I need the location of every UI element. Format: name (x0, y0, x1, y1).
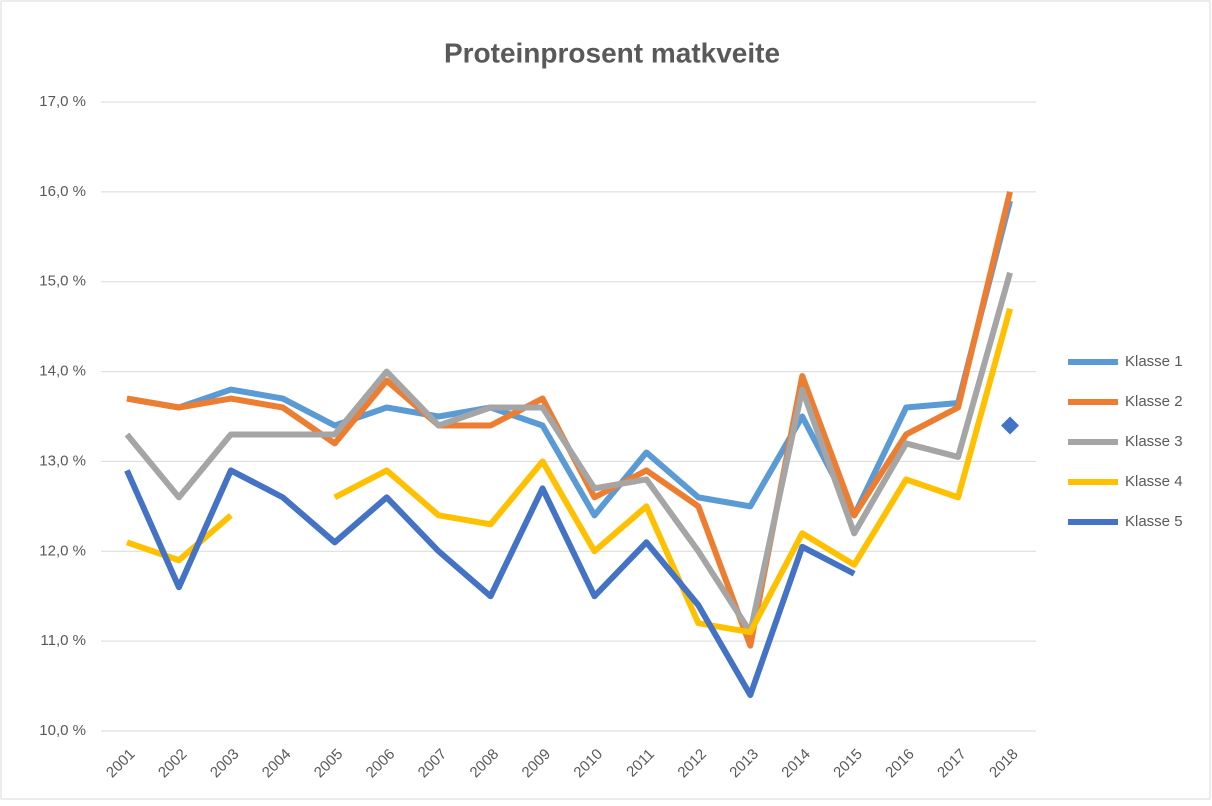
legend-label: Klasse 2 (1125, 393, 1183, 410)
series-line (333, 307, 1013, 636)
y-tick-label: 16,0 % (39, 183, 86, 200)
y-tick-label: 11,0 % (40, 632, 86, 649)
y-tick-label: 12,0 % (39, 542, 86, 559)
legend-label: Klasse 4 (1125, 473, 1183, 490)
y-tick-label: 10,0 % (39, 722, 86, 739)
legend-label: Klasse 3 (1125, 433, 1183, 450)
legend-label: Klasse 5 (1125, 513, 1183, 530)
series-line (125, 513, 233, 564)
y-tick-label: 17,0 % (39, 93, 86, 110)
chart-title: Proteinprosent matkveite (444, 37, 780, 68)
y-tick-label: 15,0 % (39, 273, 86, 290)
series-line (124, 467, 856, 699)
y-tick-label: 13,0 % (39, 452, 86, 469)
legend-label: Klasse 1 (1125, 353, 1183, 370)
y-tick-label: 14,0 % (39, 363, 86, 380)
point-marker (1001, 416, 1020, 435)
series-line (124, 271, 1013, 636)
